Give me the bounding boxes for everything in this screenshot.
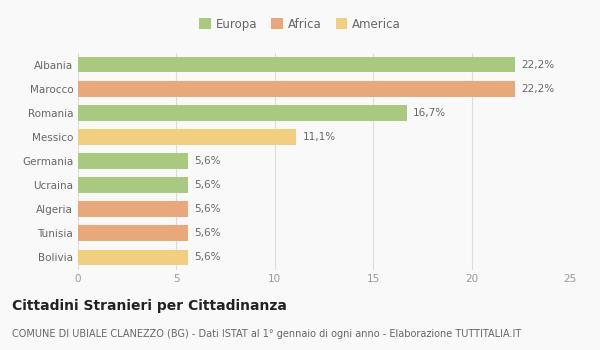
Text: 5,6%: 5,6% [194,252,221,262]
Legend: Europa, Africa, America: Europa, Africa, America [194,13,406,35]
Bar [78,153,188,169]
Text: 11,1%: 11,1% [302,132,335,142]
Text: 16,7%: 16,7% [413,108,446,118]
Bar [78,57,515,72]
Text: 5,6%: 5,6% [194,204,221,214]
Bar [78,81,515,97]
Text: 5,6%: 5,6% [194,180,221,190]
Text: 5,6%: 5,6% [194,156,221,166]
Text: 22,2%: 22,2% [521,84,554,94]
Bar [78,129,296,145]
Text: COMUNE DI UBIALE CLANEZZO (BG) - Dati ISTAT al 1° gennaio di ogni anno - Elabora: COMUNE DI UBIALE CLANEZZO (BG) - Dati IS… [12,329,521,339]
Bar [78,250,188,265]
Bar [78,177,188,193]
Text: 22,2%: 22,2% [521,60,554,70]
Text: 5,6%: 5,6% [194,228,221,238]
Bar [78,105,407,121]
Bar [78,225,188,241]
Bar [78,201,188,217]
Text: Cittadini Stranieri per Cittadinanza: Cittadini Stranieri per Cittadinanza [12,299,287,313]
